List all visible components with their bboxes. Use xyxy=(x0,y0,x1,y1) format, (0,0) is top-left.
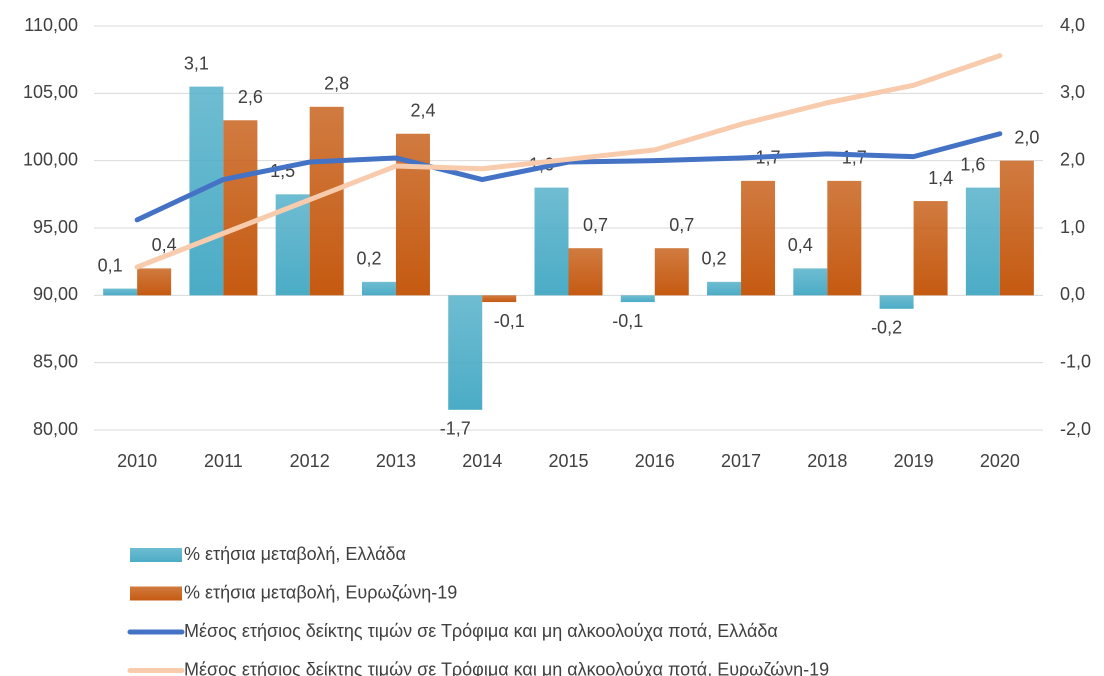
data-label: 2,4 xyxy=(410,100,435,120)
bar xyxy=(707,281,742,296)
y2-tick-label: 3,0 xyxy=(1060,82,1085,102)
x-tick-label: 2012 xyxy=(290,451,330,471)
legend-label: Μέσος ετήσιος δείκτης τιμών σε Τρόφιμα κ… xyxy=(184,659,829,676)
y-tick-label: 85,00 xyxy=(33,351,78,371)
y2-tick-label: -1,0 xyxy=(1060,351,1091,371)
y2-tick-label: 0,0 xyxy=(1060,284,1085,304)
legend-label: % ετήσια μεταβολή, Ευρωζώνη-19 xyxy=(184,582,457,602)
data-label: 2,6 xyxy=(238,87,263,107)
y-tick-label: 100,00 xyxy=(23,149,78,169)
y2-tick-label: 2,0 xyxy=(1060,149,1085,169)
bar xyxy=(482,295,517,303)
y-tick-label: 110,00 xyxy=(24,15,78,35)
x-tick-label: 2020 xyxy=(980,451,1020,471)
y2-tick-label: 1,0 xyxy=(1060,217,1085,237)
x-tick-label: 2014 xyxy=(462,451,502,471)
bar xyxy=(620,295,655,303)
bar xyxy=(793,268,828,296)
data-label: 2,0 xyxy=(1014,127,1039,147)
data-label: 0,1 xyxy=(98,255,123,275)
data-label: 0,2 xyxy=(702,249,727,269)
legend-label: Μέσος ετήσιος δείκτης τιμών σε Τρόφιμα κ… xyxy=(184,621,778,641)
bar xyxy=(879,295,914,309)
data-label: 2,8 xyxy=(324,74,349,94)
bar xyxy=(309,106,344,296)
legend-swatch xyxy=(130,586,182,601)
y-tick-label: 95,00 xyxy=(33,217,78,237)
bar xyxy=(654,248,689,296)
data-label: -0,1 xyxy=(494,311,525,331)
bar xyxy=(827,180,862,296)
y-tick-label: 90,00 xyxy=(33,284,78,304)
x-tick-label: 2018 xyxy=(807,451,847,471)
data-label: 0,7 xyxy=(583,215,608,235)
x-tick-label: 2011 xyxy=(204,451,243,471)
bar xyxy=(448,295,483,410)
bar xyxy=(741,180,776,296)
data-label: 0,7 xyxy=(669,215,694,235)
bar xyxy=(568,248,603,296)
x-tick-label: 2017 xyxy=(721,451,761,471)
x-tick-label: 2010 xyxy=(117,451,157,471)
bar xyxy=(965,187,1000,296)
x-tick-label: 2016 xyxy=(635,451,675,471)
data-label: 1,4 xyxy=(928,168,953,188)
legend-label: % ετήσια μεταβολή, Ελλάδα xyxy=(184,544,406,564)
x-tick-label: 2019 xyxy=(894,451,934,471)
legend-swatch xyxy=(130,548,182,562)
y2-tick-label: -2,0 xyxy=(1060,419,1091,439)
bar xyxy=(999,160,1034,296)
bar xyxy=(534,187,569,296)
data-label: 1,7 xyxy=(842,148,867,168)
bar xyxy=(137,268,172,296)
bar xyxy=(223,120,258,296)
data-label: -0,1 xyxy=(612,311,643,331)
y2-tick-label: 4,0 xyxy=(1060,15,1085,35)
data-label: 1,6 xyxy=(960,154,985,174)
data-label: 0,2 xyxy=(356,249,381,269)
line xyxy=(134,131,1003,223)
bar xyxy=(913,201,948,296)
bar xyxy=(361,281,396,296)
y-tick-label: 105,00 xyxy=(23,82,78,102)
line xyxy=(134,53,1003,270)
y-tick-label: 80,00 xyxy=(33,419,78,439)
x-tick-label: 2015 xyxy=(548,451,588,471)
x-tick-label: 2013 xyxy=(376,451,416,471)
data-label: -0,2 xyxy=(871,318,902,338)
data-label: 3,1 xyxy=(184,53,209,73)
bar xyxy=(103,288,138,296)
data-label: -1,7 xyxy=(440,419,471,439)
data-label: 0,4 xyxy=(152,235,177,255)
data-label: 0,4 xyxy=(788,235,813,255)
